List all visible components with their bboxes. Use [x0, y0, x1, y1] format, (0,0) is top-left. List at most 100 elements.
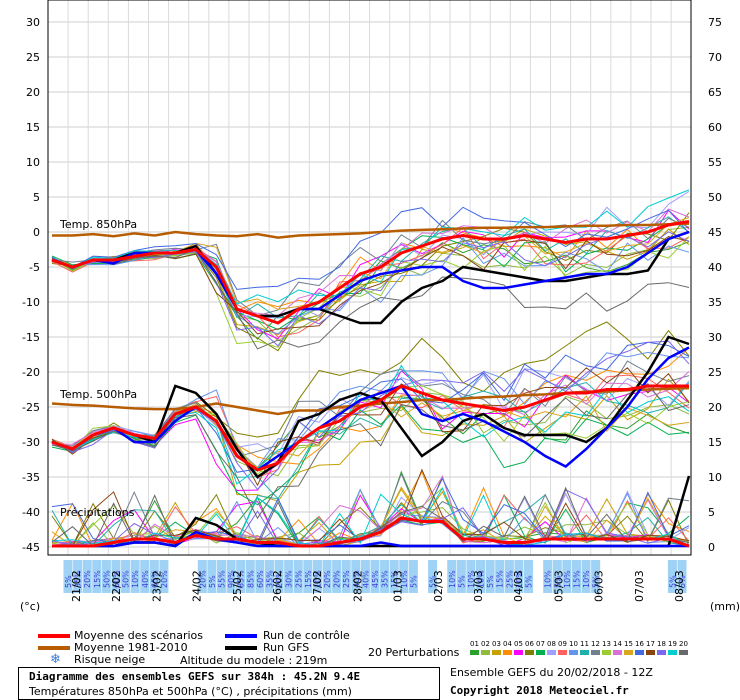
- snow-risk-label: 10%: [515, 570, 524, 588]
- right-tick-label: 35: [708, 296, 722, 309]
- perturbation-number: 01: [470, 640, 479, 648]
- snow-risk-label: 60%: [256, 570, 265, 588]
- legend-moyenne-1981: Moyenne 1981-2010: [74, 641, 188, 654]
- snow-risk-cell: [121, 560, 131, 593]
- snow-risk-label: 35%: [381, 570, 390, 588]
- snow-risk-label: 25%: [294, 570, 303, 588]
- snow-risk-cell: [380, 560, 390, 593]
- snow-risk-label: 40%: [361, 570, 370, 588]
- perturbation-swatch: [679, 650, 688, 655]
- snow-risk-label: 5%: [429, 575, 438, 588]
- snow-risk-cell: [111, 560, 121, 593]
- series-t850-line: [52, 222, 690, 239]
- perturbation-swatch: [624, 650, 633, 655]
- main-series-lines: [51, 220, 691, 548]
- snow-risk-cell: [63, 560, 73, 593]
- date-axis: 21/02 22/02 23/02 24/02 25/02 26/02 27/02 28/02…: [70, 570, 686, 602]
- legend-altitude: Altitude du modele : 219m: [180, 654, 328, 667]
- perturbation-number: 07: [536, 640, 545, 648]
- right-tick-label: 45: [708, 226, 722, 239]
- snow-risk-label: 85%: [237, 570, 246, 588]
- snow-risk-label: 50%: [102, 570, 111, 588]
- perturbation-swatch: [536, 650, 545, 655]
- perturbation-swatch: [602, 650, 611, 655]
- snow-risk-label: 20%: [275, 570, 284, 588]
- footer-subtitle: Températures 850hPa et 500hPa (°C) , pré…: [29, 685, 352, 698]
- snow-risk-cell: [101, 560, 111, 593]
- label-t500: Temp. 500hPa: [59, 388, 137, 401]
- left-tick-label: -10: [22, 296, 40, 309]
- snow-risk-row: 5% 35% 20% 15% 50% 60% 50% 10% 40% 65% 20% 20% 5% 55%…: [63, 560, 687, 593]
- snow-risk-label: 15%: [572, 570, 581, 588]
- perturbation-t850-line: [51, 235, 690, 335]
- right-tick-label: 0: [708, 541, 715, 554]
- snow-risk-cell: [514, 560, 524, 593]
- perturbation-precip-line: [51, 487, 690, 547]
- snow-risk-label: 5%: [592, 575, 601, 588]
- perturbation-t850-line: [51, 231, 690, 347]
- left-tick-label: -40: [22, 506, 40, 519]
- perturbation-t500-line: [51, 321, 690, 450]
- snow-risk-label: 20%: [333, 570, 342, 588]
- axis-ticks: 302520151050-5-10-15-20-25-30-35-40-4575…: [22, 16, 722, 554]
- snow-risk-cell: [159, 560, 169, 593]
- perturbation-number: 04: [503, 640, 512, 648]
- snow-risk-cell: [92, 560, 102, 593]
- snow-risk-label: 5%: [525, 575, 534, 588]
- left-tick-label: 15: [26, 121, 40, 134]
- left-tick-label: 5: [33, 191, 40, 204]
- snow-risk-cell: [332, 560, 342, 593]
- snow-risk-label: 15%: [390, 570, 399, 588]
- snow-risk-cell: [341, 560, 351, 593]
- snow-risk-cell: [370, 560, 380, 593]
- snow-risk-label: 5%: [668, 575, 677, 588]
- date-label: 06/03: [593, 570, 606, 602]
- snow-risk-label: 25%: [342, 570, 351, 588]
- perturbation-number: 02: [481, 640, 490, 648]
- snow-risk-label: 10%: [400, 570, 409, 588]
- snow-risk-cell: [495, 560, 505, 593]
- perturbation-swatch: [514, 650, 523, 655]
- date-label: 07/03: [633, 570, 646, 602]
- series-t500-line: [51, 346, 690, 472]
- label-precip: Précipitations: [60, 506, 135, 519]
- perturbation-t500-line: [51, 371, 690, 479]
- legend-run-controle: Run de contrôle: [263, 629, 350, 642]
- perturbation-number: 05: [514, 640, 523, 648]
- snow-risk-cell: [485, 560, 495, 593]
- snow-risk-label: 40%: [141, 570, 150, 588]
- right-tick-label: 25: [708, 366, 722, 379]
- right-tick-label: 5: [708, 506, 715, 519]
- left-tick-label: 20: [26, 86, 40, 99]
- snow-risk-label: 10%: [563, 570, 572, 588]
- label-t850: Temp. 850hPa: [59, 218, 137, 231]
- perturbation-lines: [51, 189, 690, 547]
- snow-risk-cell: [360, 560, 370, 593]
- series-precip-line: [52, 516, 690, 548]
- snow-risk-label: 5%: [553, 575, 562, 588]
- perturbation-number: 14: [613, 640, 622, 648]
- legend-perturbations: 20 Perturbations: [368, 646, 460, 659]
- snow-risk-cell: [73, 560, 83, 593]
- left-tick-label: 0: [33, 226, 40, 239]
- perturbation-swatch: [492, 650, 501, 655]
- legend-run-gfs: Run GFS: [263, 641, 310, 654]
- plot-frame: [47, 0, 692, 556]
- snow-risk-cell: [140, 560, 150, 593]
- perturbation-precip-line: [51, 489, 690, 547]
- snow-risk-label: 5%: [409, 575, 418, 588]
- perturbation-swatch: [580, 650, 589, 655]
- snow-risk-cell: [82, 560, 92, 593]
- snow-risk-cell: [255, 560, 265, 593]
- snow-risk-cell: [543, 560, 553, 593]
- right-tick-label: 40: [708, 261, 722, 274]
- ensemble-chart: 302520151050-5-10-15-20-25-30-35-40-4575…: [20, 0, 740, 613]
- snow-risk-label: 20%: [160, 570, 169, 588]
- right-tick-label: 65: [708, 86, 722, 99]
- date-label: 25/02: [231, 570, 244, 602]
- perturbation-swatch: [657, 650, 666, 655]
- snow-risk-cell: [226, 560, 236, 593]
- snow-risk-cell: [562, 560, 572, 593]
- perturbation-swatch: [668, 650, 677, 655]
- series-precip-line: [52, 530, 689, 548]
